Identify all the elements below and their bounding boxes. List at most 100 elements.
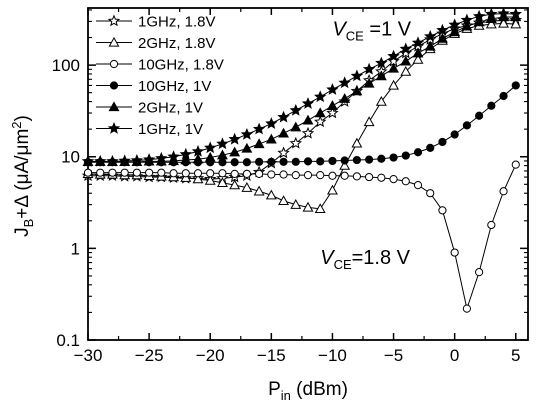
annotation-v: V bbox=[332, 19, 347, 41]
data-point-series-3 bbox=[377, 154, 386, 163]
x-tick-label: −25 bbox=[135, 346, 164, 365]
data-point-series-2 bbox=[462, 304, 471, 313]
data-point-series-1 bbox=[388, 79, 400, 90]
data-point-series-1 bbox=[510, 18, 522, 29]
data-point-series-3 bbox=[255, 157, 264, 166]
data-point-series-0 bbox=[399, 46, 412, 59]
data-point-series-2 bbox=[413, 181, 423, 190]
data-point-series-4 bbox=[290, 121, 302, 132]
data-point-series-4 bbox=[180, 154, 192, 165]
data-point-series-4 bbox=[265, 133, 277, 144]
data-point-series-3 bbox=[426, 143, 435, 152]
data-point-series-4 bbox=[375, 70, 387, 81]
data-point-series-5 bbox=[301, 97, 315, 109]
data-point-series-3 bbox=[352, 155, 361, 165]
data-point-series-4 bbox=[192, 153, 204, 164]
series-line-2 bbox=[88, 164, 517, 311]
data-point-series-3 bbox=[475, 111, 484, 120]
x-axis-title-main: P bbox=[268, 379, 281, 400]
x-axis-title: Pin (dBm) bbox=[268, 379, 348, 403]
data-point-series-5 bbox=[472, 9, 486, 22]
data-point-series-2 bbox=[303, 171, 313, 180]
data-point-series-5 bbox=[362, 62, 376, 75]
x-tick-label: −15 bbox=[257, 346, 286, 365]
data-point-series-4 bbox=[204, 151, 216, 162]
data-point-series-0 bbox=[289, 136, 302, 149]
data-point-series-1 bbox=[253, 185, 265, 196]
data-point-series-2 bbox=[218, 169, 227, 178]
legend-label: 10GHz, 1.8V bbox=[138, 57, 224, 74]
y-axis-title-sup: 2 bbox=[9, 121, 24, 128]
data-point-series-2 bbox=[499, 187, 508, 196]
data-point-series-1 bbox=[400, 65, 412, 76]
data-point-series-2 bbox=[181, 169, 190, 178]
data-point-series-4 bbox=[400, 55, 412, 66]
annotation-sub: CE bbox=[334, 257, 352, 272]
data-point-series-4 bbox=[412, 47, 424, 58]
data-point-series-3 bbox=[438, 137, 447, 147]
data-point-series-2 bbox=[157, 168, 166, 177]
data-point-series-4 bbox=[461, 20, 473, 31]
data-point-series-3 bbox=[365, 155, 374, 164]
annotation-sub: CE bbox=[346, 29, 364, 44]
data-point-series-4 bbox=[351, 85, 363, 96]
data-point-series-1 bbox=[229, 179, 241, 190]
data-point-series-1 bbox=[351, 137, 363, 148]
data-point-series-5 bbox=[252, 122, 266, 135]
data-point-series-5 bbox=[204, 141, 217, 154]
data-point-series-5 bbox=[375, 56, 388, 69]
annotation-value: =1.8 V bbox=[352, 247, 411, 269]
data-point-series-2 bbox=[108, 168, 117, 177]
data-point-series-2 bbox=[145, 168, 154, 177]
data-point-series-5 bbox=[142, 153, 156, 165]
legend-marker bbox=[108, 36, 120, 47]
legend-marker bbox=[107, 14, 121, 27]
data-point-series-3 bbox=[267, 157, 276, 166]
x-tick-label: 5 bbox=[511, 346, 520, 365]
data-point-series-5 bbox=[81, 154, 95, 167]
data-point-series-2 bbox=[450, 248, 459, 257]
data-point-series-1 bbox=[302, 201, 314, 212]
data-point-series-2 bbox=[255, 169, 264, 178]
data-point-series-4 bbox=[363, 77, 375, 88]
data-point-series-3 bbox=[340, 156, 349, 165]
vce-annotation: VCE =1 V bbox=[332, 19, 411, 44]
x-tick-label: −5 bbox=[384, 346, 403, 365]
data-point-series-2 bbox=[83, 168, 93, 177]
data-point-series-1 bbox=[265, 189, 277, 200]
data-point-series-0 bbox=[314, 115, 327, 128]
data-point-series-0 bbox=[277, 146, 290, 159]
data-point-series-4 bbox=[302, 114, 314, 125]
data-point-series-1 bbox=[290, 199, 302, 209]
data-point-series-3 bbox=[413, 148, 423, 157]
x-tick-label: −10 bbox=[318, 346, 347, 365]
data-point-series-3 bbox=[511, 81, 520, 90]
data-point-series-1 bbox=[339, 159, 351, 170]
data-point-series-5 bbox=[485, 7, 498, 20]
data-point-series-1 bbox=[485, 18, 497, 29]
data-point-series-4 bbox=[253, 138, 265, 149]
data-point-series-3 bbox=[462, 121, 471, 130]
y-axis-title-main: J bbox=[12, 227, 33, 237]
data-point-series-5 bbox=[350, 69, 364, 82]
x-tick-label: 0 bbox=[450, 346, 459, 365]
data-point-series-4 bbox=[314, 107, 326, 118]
tick-labels: −30 −25 −20 −15 −10 −5 0 5 0.1 1 10 100 bbox=[52, 56, 521, 365]
data-point-series-4 bbox=[216, 149, 228, 160]
data-point-series-1 bbox=[363, 116, 375, 127]
data-point-series-1 bbox=[241, 182, 253, 192]
data-point-series-1 bbox=[326, 184, 338, 195]
data-point-series-5 bbox=[338, 76, 351, 89]
data-point-series-5 bbox=[387, 49, 400, 62]
data-point-series-3 bbox=[499, 91, 508, 101]
x-axis-title-sub: in bbox=[281, 388, 291, 403]
data-point-series-4 bbox=[278, 127, 290, 138]
data-point-series-5 bbox=[314, 90, 327, 103]
data-point-series-5 bbox=[265, 117, 278, 129]
data-point-series-3 bbox=[218, 158, 227, 167]
data-point-series-3 bbox=[242, 158, 251, 167]
x-axis-title-unit: (dBm) bbox=[291, 379, 348, 400]
data-point-series-2 bbox=[120, 168, 129, 177]
legend-label: 1GHz, 1.8V bbox=[138, 14, 216, 31]
